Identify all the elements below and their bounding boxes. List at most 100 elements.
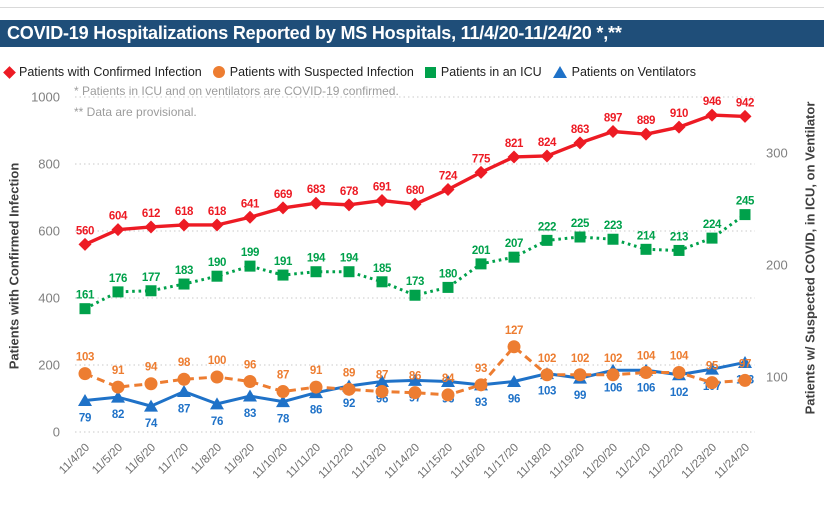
- data-point-diamond[interactable]: [144, 220, 158, 234]
- data-point-circle[interactable]: [309, 380, 323, 394]
- x-axis-date-label: 11/4/20: [57, 442, 92, 477]
- data-point-triangle[interactable]: [78, 394, 92, 407]
- data-point-diamond[interactable]: [375, 194, 389, 208]
- data-point-value-label: 96: [244, 359, 256, 371]
- data-point-square[interactable]: [574, 231, 586, 243]
- data-point-square[interactable]: [442, 281, 454, 293]
- data-point-value-label: 76: [211, 416, 223, 428]
- data-point-circle[interactable]: [606, 368, 620, 382]
- data-point-square[interactable]: [739, 209, 751, 221]
- data-point-diamond[interactable]: [78, 237, 92, 251]
- data-point-diamond[interactable]: [573, 136, 587, 150]
- x-axis-date-label: 11/14/20: [383, 442, 423, 482]
- data-point-square[interactable]: [706, 232, 718, 244]
- data-point-value-label: 102: [538, 353, 556, 365]
- data-point-square[interactable]: [640, 243, 652, 255]
- data-point-circle[interactable]: [540, 368, 554, 382]
- data-point-square[interactable]: [541, 234, 553, 246]
- x-axis-date-label: 11/13/20: [350, 442, 390, 482]
- data-point-circle[interactable]: [78, 367, 92, 381]
- data-point-circle[interactable]: [342, 382, 356, 396]
- data-point-value-label: 84: [442, 373, 455, 385]
- data-point-triangle[interactable]: [243, 389, 257, 402]
- data-point-circle[interactable]: [408, 386, 422, 400]
- data-point-value-label: 104: [670, 351, 689, 363]
- legend-item-icu[interactable]: Patients in an ICU: [424, 65, 542, 79]
- x-axis-date-label: 11/24/20: [713, 442, 753, 482]
- data-point-diamond[interactable]: [276, 201, 290, 215]
- data-point-diamond[interactable]: [111, 223, 125, 237]
- data-point-square[interactable]: [343, 266, 355, 278]
- data-point-square[interactable]: [211, 270, 223, 282]
- data-point-value-label: 910: [670, 108, 688, 120]
- right-axis-tick-label: 100: [766, 370, 788, 385]
- data-point-diamond[interactable]: [474, 165, 488, 179]
- data-point-circle[interactable]: [474, 378, 488, 392]
- data-point-square[interactable]: [607, 233, 619, 245]
- data-point-triangle[interactable]: [738, 355, 752, 368]
- data-point-value-label: 199: [241, 247, 259, 259]
- data-point-diamond[interactable]: [210, 218, 224, 232]
- x-axis-labels: 11/4/2011/5/2011/6/2011/7/2011/8/2011/9/…: [57, 442, 752, 482]
- data-point-circle[interactable]: [705, 376, 719, 390]
- data-point-triangle[interactable]: [375, 374, 389, 387]
- data-point-diamond[interactable]: [408, 197, 422, 211]
- x-axis-date-label: 11/23/20: [680, 442, 720, 482]
- data-point-circle[interactable]: [111, 380, 125, 394]
- data-point-triangle[interactable]: [276, 395, 290, 408]
- data-point-triangle[interactable]: [441, 374, 455, 387]
- data-point-circle[interactable]: [507, 340, 521, 354]
- data-point-circle[interactable]: [177, 372, 191, 386]
- data-point-diamond[interactable]: [441, 182, 455, 196]
- data-point-triangle[interactable]: [111, 390, 125, 403]
- data-point-diamond[interactable]: [309, 196, 323, 210]
- data-point-square[interactable]: [409, 289, 421, 301]
- data-point-value-label: 680: [406, 185, 424, 197]
- data-point-square[interactable]: [673, 244, 685, 256]
- data-point-diamond[interactable]: [177, 218, 191, 232]
- data-point-square[interactable]: [145, 285, 157, 297]
- data-point-triangle[interactable]: [177, 385, 191, 398]
- data-point-circle[interactable]: [738, 373, 752, 387]
- legend-item-ventilators[interactable]: Patients on Ventilators: [552, 65, 696, 79]
- data-point-circle[interactable]: [375, 385, 389, 399]
- data-point-circle[interactable]: [441, 388, 455, 402]
- data-point-circle[interactable]: [210, 370, 224, 384]
- data-point-square[interactable]: [244, 260, 256, 272]
- data-point-square[interactable]: [508, 251, 520, 263]
- data-point-diamond[interactable]: [738, 109, 752, 123]
- data-point-circle[interactable]: [276, 385, 290, 399]
- data-point-triangle[interactable]: [210, 397, 224, 410]
- data-point-square[interactable]: [475, 258, 487, 270]
- data-point-square[interactable]: [79, 303, 91, 315]
- data-point-triangle[interactable]: [705, 362, 719, 375]
- data-point-circle[interactable]: [672, 366, 686, 380]
- data-point-square[interactable]: [277, 269, 289, 281]
- data-point-diamond[interactable]: [705, 108, 719, 122]
- data-point-square[interactable]: [310, 266, 322, 278]
- data-point-square[interactable]: [112, 286, 124, 298]
- legend-item-suspected[interactable]: Patients with Suspected Infection: [212, 65, 414, 79]
- data-point-diamond[interactable]: [606, 125, 620, 139]
- data-point-value-label: 94: [145, 362, 158, 374]
- data-point-diamond[interactable]: [540, 149, 554, 163]
- data-point-square[interactable]: [178, 278, 190, 290]
- data-point-triangle[interactable]: [507, 374, 521, 387]
- data-point-value-label: 223: [604, 220, 622, 232]
- data-point-circle[interactable]: [573, 368, 587, 382]
- data-point-triangle[interactable]: [408, 373, 422, 386]
- data-point-circle[interactable]: [639, 366, 653, 380]
- data-point-circle[interactable]: [243, 374, 257, 388]
- data-point-triangle[interactable]: [144, 399, 158, 412]
- triangle-marker-icon: [552, 66, 567, 78]
- data-point-square[interactable]: [376, 276, 388, 288]
- data-point-circle[interactable]: [144, 377, 158, 391]
- data-point-value-label: 225: [571, 218, 590, 230]
- left-axis-ticks: 0 200 400 600 800 1000: [31, 90, 60, 440]
- data-point-diamond[interactable]: [672, 120, 686, 134]
- legend-item-confirmed[interactable]: Patients with Confirmed Infection: [3, 65, 202, 79]
- data-point-diamond[interactable]: [507, 150, 521, 164]
- data-point-diamond[interactable]: [243, 210, 257, 224]
- data-point-diamond[interactable]: [639, 127, 653, 141]
- data-point-diamond[interactable]: [342, 198, 356, 212]
